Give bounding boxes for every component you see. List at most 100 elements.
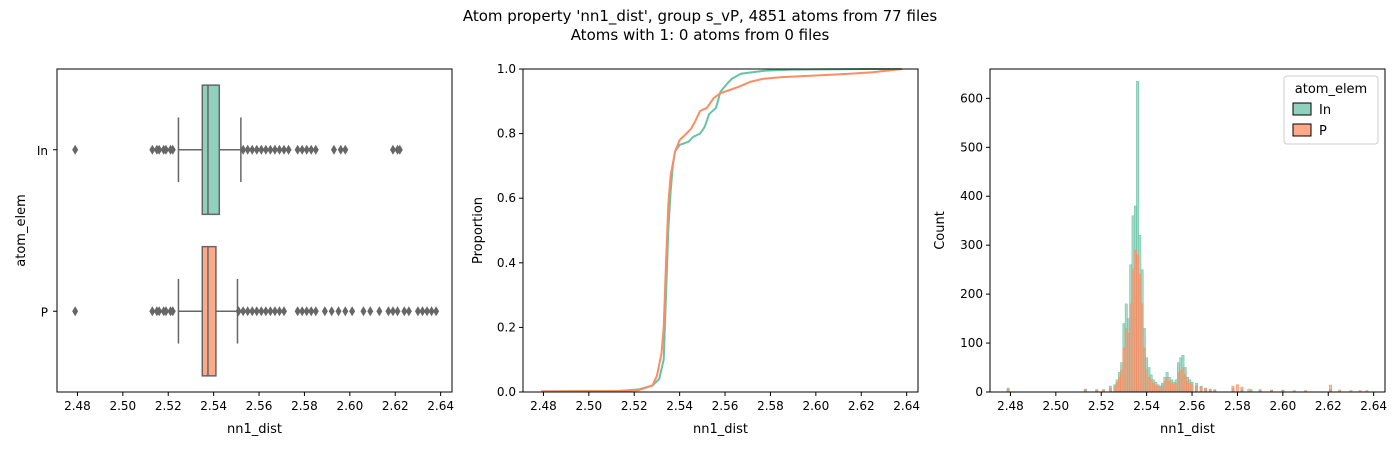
outlier-point bbox=[308, 306, 315, 317]
outlier-point bbox=[281, 144, 288, 155]
ecdf-line-in bbox=[541, 68, 903, 393]
hist-bar-p bbox=[1172, 384, 1176, 393]
x-tick-label: 2.50 bbox=[109, 399, 136, 413]
y-tick-label: P bbox=[41, 305, 48, 319]
ecdf-marks bbox=[541, 68, 903, 393]
x-tick-label: 2.50 bbox=[1042, 399, 1069, 413]
hist-bar-p bbox=[1165, 377, 1169, 393]
outlier-point bbox=[308, 144, 315, 155]
ecdf-panel: 2.48 2.50 2.52 2.54 2.56 2.58 2.60 2.62 2.64 0.0 0… bbox=[471, 62, 920, 437]
hist-bar-p bbox=[1188, 382, 1192, 393]
x-tick-label: 2.60 bbox=[1269, 399, 1296, 413]
histogram-legend: atom_elem In P bbox=[1283, 75, 1379, 145]
x-tick-label: 2.64 bbox=[1360, 399, 1387, 413]
outlier-point bbox=[271, 144, 278, 155]
outlier-point bbox=[271, 306, 278, 317]
y-tick-label: 0.8 bbox=[497, 127, 516, 141]
x-tick-label: 2.54 bbox=[1133, 399, 1160, 413]
hist-bar-p bbox=[1127, 333, 1130, 393]
outlier-point bbox=[330, 144, 337, 155]
hist-bar-p bbox=[1181, 367, 1185, 393]
hist-bar-p bbox=[1145, 369, 1149, 393]
hist-bar-p bbox=[1154, 384, 1158, 393]
outlier-point bbox=[367, 306, 374, 317]
x-tick-label: 2.56 bbox=[712, 399, 739, 413]
hist-bar-p bbox=[1138, 274, 1142, 393]
boxplot-xlabel: nn1_dist bbox=[227, 422, 282, 437]
outlier-point bbox=[376, 306, 383, 317]
ecdf-xlabel: nn1_dist bbox=[693, 422, 748, 437]
outlier-point bbox=[321, 306, 328, 317]
outlier-point bbox=[262, 144, 269, 155]
ecdf-ylabel: Proportion bbox=[471, 197, 486, 264]
outlier-point bbox=[276, 306, 283, 317]
outlier-point bbox=[235, 306, 242, 317]
outlier-point bbox=[240, 306, 247, 317]
x-tick-label: 2.54 bbox=[200, 399, 227, 413]
outlier-point bbox=[342, 144, 349, 155]
outlier-point bbox=[414, 306, 421, 317]
histogram-ticks: 2.48 2.50 2.52 2.54 2.56 2.58 2.60 2.62 2.64 0 100… bbox=[960, 91, 1387, 413]
outlier-point bbox=[267, 306, 274, 317]
legend-swatch-p bbox=[1292, 123, 1312, 137]
ecdf-ticks: 2.48 2.50 2.52 2.54 2.56 2.58 2.60 2.62 2.64 0.0 0… bbox=[497, 62, 920, 413]
x-tick-label: 2.60 bbox=[802, 399, 829, 413]
outlier-point bbox=[249, 306, 256, 317]
outlier-point bbox=[303, 144, 310, 155]
outlier-point bbox=[294, 306, 301, 317]
outlier-point bbox=[405, 306, 412, 317]
outlier-point bbox=[285, 144, 292, 155]
hist-bar-p bbox=[1183, 374, 1187, 393]
outlier-point bbox=[294, 144, 301, 155]
outlier-point bbox=[244, 306, 251, 317]
outlier-point bbox=[419, 306, 426, 317]
y-tick-label: 0.6 bbox=[497, 191, 516, 205]
outlier-point bbox=[385, 306, 392, 317]
y-tick-label: 200 bbox=[960, 287, 983, 301]
hist-bar-p bbox=[1136, 254, 1139, 393]
outlier-point bbox=[249, 144, 256, 155]
hist-bar-p bbox=[1240, 386, 1244, 393]
hist-bar-p bbox=[1231, 385, 1235, 393]
hist-bar-p bbox=[1142, 347, 1146, 393]
boxplot-ticks: In P 2.48 2.50 2.52 2.54 2.56 2.58 2.60 2.62 2.64 bbox=[37, 144, 454, 413]
outlier-point bbox=[312, 306, 319, 317]
outlier-point bbox=[312, 144, 319, 155]
x-tick-label: 2.48 bbox=[64, 399, 91, 413]
x-tick-label: 2.50 bbox=[575, 399, 602, 413]
outlier-point bbox=[262, 306, 269, 317]
outlier-point bbox=[349, 306, 356, 317]
outlier-point bbox=[149, 306, 156, 317]
hist-bar-p bbox=[1190, 384, 1194, 393]
hist-bar-p bbox=[1167, 380, 1171, 393]
outlier-point bbox=[389, 144, 396, 155]
outlier-point bbox=[401, 306, 408, 317]
x-tick-label: 2.52 bbox=[155, 399, 182, 413]
ecdf-frame bbox=[522, 68, 919, 393]
histogram-frame bbox=[989, 68, 1386, 393]
hist-bar-p bbox=[1120, 369, 1124, 393]
x-tick-label: 2.58 bbox=[757, 399, 784, 413]
outlier-point bbox=[72, 144, 79, 155]
legend-label-in: In bbox=[1319, 103, 1331, 118]
x-tick-label: 2.48 bbox=[530, 399, 557, 413]
x-tick-label: 2.52 bbox=[1088, 399, 1115, 413]
histogram-panel: 2.48 2.50 2.52 2.54 2.56 2.58 2.60 2.62 2.64 0 100… bbox=[933, 68, 1387, 437]
hist-bar-p bbox=[1122, 347, 1126, 393]
outlier-point bbox=[156, 306, 163, 317]
y-tick-label: 0.0 bbox=[497, 385, 516, 399]
hist-bar-p bbox=[1199, 386, 1203, 393]
hist-bar-p bbox=[1161, 384, 1164, 393]
histogram-xlabel: nn1_dist bbox=[1160, 422, 1215, 437]
outlier-point bbox=[303, 306, 310, 317]
y-tick-label: 300 bbox=[960, 238, 983, 252]
outlier-point bbox=[149, 144, 156, 155]
outlier-point bbox=[396, 144, 403, 155]
outlier-point bbox=[335, 306, 342, 317]
outlier-point bbox=[244, 144, 251, 155]
outlier-point bbox=[276, 144, 283, 155]
outlier-point bbox=[258, 144, 265, 155]
hist-bar-p bbox=[1115, 381, 1119, 393]
